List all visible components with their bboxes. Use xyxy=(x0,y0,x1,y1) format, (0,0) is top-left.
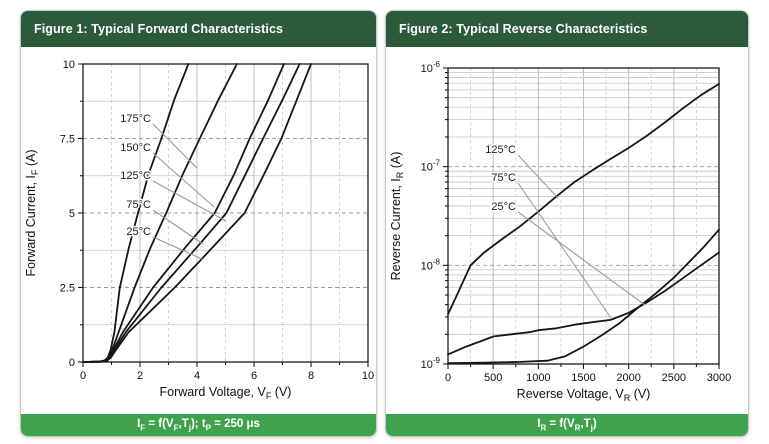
svg-text:25°C: 25°C xyxy=(491,201,516,213)
svg-text:10-7: 10-7 xyxy=(421,159,441,174)
figure2-chart-area: 0 500 1000 1500 2000 2500 3000 10-6 10-7 10-8 10-9… xyxy=(386,47,748,414)
figure1-title: Figure 1: Typical Forward Characteristic… xyxy=(34,22,284,36)
figure1-formula: IF = f(VF,Tj); tP = 250 μs xyxy=(137,418,260,433)
svg-text:500: 500 xyxy=(484,372,502,384)
svg-text:Forward Current, IF (A): Forward Current, IF (A) xyxy=(24,149,40,276)
figure2-panel: Figure 2: Typical Reverse Characteristic… xyxy=(385,10,749,437)
figure1-panel: Figure 1: Typical Forward Characteristic… xyxy=(20,10,377,437)
figure1-footer: IF = f(VF,Tj); tP = 250 μs xyxy=(21,414,376,436)
svg-text:0: 0 xyxy=(80,370,86,382)
figure1-header: Figure 1: Typical Forward Characteristic… xyxy=(21,11,376,47)
svg-text:0: 0 xyxy=(445,372,451,384)
svg-text:10: 10 xyxy=(362,370,374,382)
svg-text:10-9: 10-9 xyxy=(421,356,441,371)
svg-text:1500: 1500 xyxy=(571,372,595,384)
svg-text:125°C: 125°C xyxy=(485,144,516,156)
svg-text:2000: 2000 xyxy=(616,372,640,384)
svg-text:10: 10 xyxy=(63,59,75,71)
svg-text:2.5: 2.5 xyxy=(60,283,75,295)
figure1-chart-area: 0 2 4 6 8 10 0 2.5 5 7.5 10 175°C 150°C 125°C 75°C 25°C… xyxy=(21,47,376,414)
svg-text:2500: 2500 xyxy=(662,372,686,384)
svg-text:0: 0 xyxy=(69,357,75,369)
figure2-footer: IR = f(VR,Tj) xyxy=(386,414,748,436)
forward-characteristics-chart: 0 2 4 6 8 10 0 2.5 5 7.5 10 175°C 150°C 125°C 75°C 25°C… xyxy=(24,59,374,401)
figure2-header: Figure 2: Typical Reverse Characteristic… xyxy=(386,11,748,47)
svg-text:25°C: 25°C xyxy=(126,226,151,238)
svg-text:8: 8 xyxy=(308,370,314,382)
svg-text:4: 4 xyxy=(194,370,200,382)
svg-text:6: 6 xyxy=(251,370,257,382)
svg-text:150°C: 150°C xyxy=(120,142,151,154)
svg-text:Reverse Current, IR (A): Reverse Current, IR (A) xyxy=(389,152,405,281)
svg-text:10-6: 10-6 xyxy=(421,60,441,75)
svg-text:Forward Voltage, VF (V): Forward Voltage, VF (V) xyxy=(160,385,292,401)
svg-text:125°C: 125°C xyxy=(120,170,151,182)
svg-text:75°C: 75°C xyxy=(491,172,516,184)
svg-text:5: 5 xyxy=(69,208,75,220)
svg-text:75°C: 75°C xyxy=(126,199,151,211)
svg-text:7.5: 7.5 xyxy=(60,134,75,146)
svg-text:10-8: 10-8 xyxy=(421,257,441,272)
svg-text:3000: 3000 xyxy=(707,372,731,384)
svg-text:2: 2 xyxy=(137,370,143,382)
svg-text:Reverse Voltage, VR (V): Reverse Voltage, VR (V) xyxy=(517,387,651,403)
figure2-title: Figure 2: Typical Reverse Characteristic… xyxy=(399,22,648,36)
svg-text:1000: 1000 xyxy=(526,372,550,384)
reverse-characteristics-chart: 0 500 1000 1500 2000 2500 3000 10-6 10-7 10-8 10-9… xyxy=(389,60,731,403)
svg-text:175°C: 175°C xyxy=(120,113,151,125)
figure2-formula: IR = f(VR,Tj) xyxy=(537,418,597,433)
